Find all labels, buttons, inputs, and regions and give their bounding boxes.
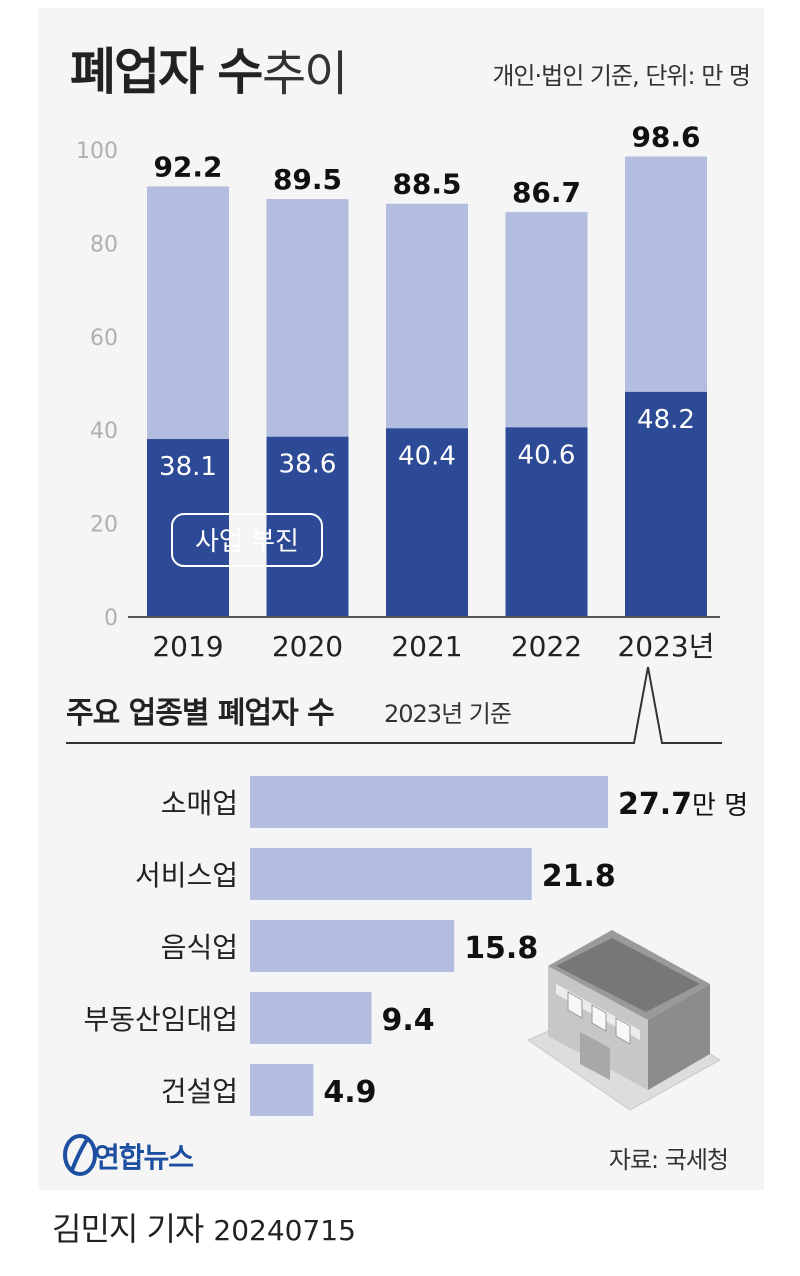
- industry-bar: [250, 920, 455, 972]
- x-tick-label: 2021: [391, 630, 462, 663]
- industry-bar: [250, 776, 608, 828]
- industry-value-label: 27.7만 명: [618, 787, 748, 822]
- industry-bar: [250, 1064, 314, 1116]
- industry-chart-note: 2023년 기준: [384, 700, 512, 728]
- logo-text: 연합뉴스: [94, 1141, 194, 1174]
- building-window: [567, 991, 583, 1019]
- bar-business-slump: [266, 436, 349, 617]
- divider-line: [66, 666, 722, 744]
- slump-value-label: 40.6: [518, 440, 576, 470]
- slump-value-label: 38.6: [279, 450, 337, 480]
- unit-label: 만 명: [692, 791, 748, 821]
- industry-value-label: 15.8: [464, 931, 538, 966]
- industry-value-label: 21.8: [542, 859, 616, 894]
- y-tick-label: 40: [90, 419, 118, 444]
- total-value-label: 86.7: [512, 176, 581, 209]
- industry-label: 음식업: [161, 931, 238, 964]
- industry-label: 소매업: [161, 787, 238, 820]
- x-tick-label: 2019: [152, 630, 223, 663]
- bar-business-slump: [147, 439, 229, 617]
- building-window: [591, 1004, 607, 1032]
- total-value-label: 88.5: [392, 168, 461, 201]
- reporter-name: 김민지 기자: [52, 1210, 204, 1248]
- logo-icon: [63, 1134, 97, 1176]
- unit-note: 개인·법인 기준, 단위: 만 명: [492, 62, 751, 90]
- chart-title: 폐업자 수: [70, 43, 263, 101]
- legend-label: 사업 부진: [195, 527, 299, 557]
- total-value-label: 92.2: [153, 150, 222, 183]
- building-window: [615, 1017, 631, 1045]
- y-tick-label: 100: [76, 139, 118, 164]
- bar-business-slump: [625, 391, 707, 617]
- y-tick-label: 60: [90, 326, 118, 351]
- slump-value-label: 38.1: [159, 452, 217, 482]
- building-side-wall: [648, 984, 710, 1090]
- bar-business-slump: [505, 427, 588, 617]
- x-tick-label: 2023년: [617, 630, 714, 663]
- slump-value-label: 48.2: [637, 405, 695, 435]
- x-tick-label: 2022: [511, 630, 582, 663]
- chart-title-suffix: 추이: [262, 46, 348, 102]
- y-tick-label: 80: [90, 232, 118, 257]
- industry-value-label: 4.9: [323, 1075, 376, 1110]
- y-tick-label: 0: [104, 606, 118, 631]
- source-text: 자료: 국세청: [608, 1146, 729, 1174]
- industry-chart-title: 주요 업종별 폐업자 수: [66, 696, 335, 731]
- industry-value-label: 9.4: [381, 1003, 434, 1038]
- y-tick-label: 20: [90, 513, 118, 538]
- bar-business-slump: [386, 428, 468, 617]
- industry-bar: [250, 848, 532, 900]
- x-tick-label: 2020: [272, 630, 343, 663]
- building-roof-top: [556, 938, 700, 1012]
- reporter-credit: 김민지 기자 20240715: [52, 1204, 356, 1250]
- reporter-date: 20240715: [213, 1214, 356, 1247]
- slump-value-label: 40.4: [398, 441, 456, 471]
- industry-label: 부동산임대업: [83, 1003, 238, 1036]
- total-value-label: 98.6: [631, 121, 700, 154]
- industry-label: 건설업: [161, 1075, 238, 1108]
- industry-bar: [250, 992, 372, 1044]
- legend-pill: [171, 513, 323, 567]
- logo-icon-stroke: [70, 1136, 90, 1171]
- industry-label: 서비스업: [135, 859, 238, 892]
- total-value-label: 89.5: [273, 163, 342, 196]
- building-door: [580, 1032, 610, 1080]
